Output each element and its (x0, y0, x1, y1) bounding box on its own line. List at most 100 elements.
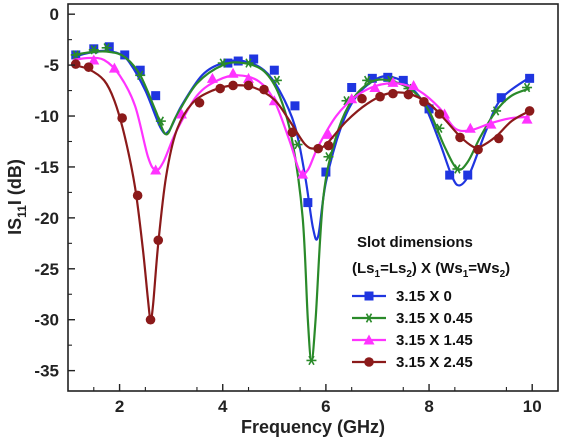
data-point (243, 58, 254, 68)
data-point (464, 122, 476, 133)
data-point (323, 140, 334, 151)
x-axis-label: Frequency (GHz) (241, 417, 385, 437)
data-point (259, 84, 269, 95)
data-point (292, 139, 303, 150)
legend-entry: 3.15 X 0 (352, 288, 452, 305)
data-point (346, 93, 358, 104)
data-point (228, 80, 238, 91)
x-tick-label: 6 (321, 397, 330, 416)
data-point (135, 70, 146, 81)
data-point (303, 198, 313, 208)
data-point (151, 91, 161, 101)
data-point (493, 133, 504, 144)
data-point (321, 167, 331, 177)
data-point (463, 170, 473, 180)
series-4 (70, 59, 535, 325)
data-point (434, 109, 445, 119)
legend-marker (364, 291, 374, 301)
data-point (227, 67, 239, 78)
data-point (153, 235, 164, 246)
data-point (491, 106, 502, 116)
x-tick-label: 10 (523, 397, 542, 416)
data-point (524, 106, 535, 116)
data-point (522, 82, 533, 93)
y-tick-label: 0 (50, 5, 59, 24)
y-tick-label: -20 (34, 209, 59, 228)
data-point (155, 116, 166, 126)
data-point (452, 164, 463, 174)
data-point (290, 101, 300, 111)
data-point (419, 96, 429, 107)
data-point (306, 355, 317, 366)
x-tick-label: 4 (218, 397, 228, 416)
data-point (269, 65, 279, 75)
legend-subtitle: (Ls1=Ls2) X (Ws1=Ws2) (352, 260, 510, 280)
data-point (70, 59, 81, 69)
data-point (135, 65, 145, 75)
data-point (403, 89, 414, 100)
data-point (132, 190, 143, 201)
legend-marker (364, 357, 374, 367)
data-point (369, 82, 381, 93)
data-point (367, 73, 377, 83)
data-point (88, 54, 100, 65)
data-point (271, 75, 282, 86)
data-point (243, 80, 254, 91)
legend-label: 3.15 X 2.45 (396, 354, 473, 371)
legend-entries: 3.15 X 0 3.15 X 0.45 3.15 X 1.45 3.15 X 2.4… (352, 288, 473, 371)
data-point (473, 144, 483, 155)
data-point (434, 123, 445, 133)
data-point (521, 113, 533, 124)
data-point (323, 152, 334, 162)
data-point (243, 72, 255, 83)
legend-entry: 3.15 X 0.45 (352, 310, 473, 327)
data-point (83, 62, 94, 72)
series-2 (70, 43, 533, 366)
data-point (215, 83, 225, 94)
data-point (206, 72, 218, 83)
data-point (104, 42, 114, 52)
y-tick-label: -5 (44, 56, 59, 75)
legend-marker (363, 334, 375, 345)
data-point (525, 73, 535, 83)
data-point (88, 45, 99, 55)
data-point (249, 54, 259, 64)
data-point (70, 50, 81, 60)
legend-entry: 3.15 X 2.45 (352, 354, 473, 371)
data-point (375, 91, 385, 102)
data-point (117, 113, 127, 123)
series-layer (70, 42, 535, 366)
data-point (233, 56, 243, 66)
data-point (313, 143, 323, 154)
legend-title: Slot dimensions (357, 234, 473, 251)
data-point (387, 76, 399, 87)
data-point (322, 128, 334, 139)
data-point (445, 170, 455, 180)
data-point (398, 75, 408, 85)
legend-label: 3.15 X 1.45 (396, 332, 473, 349)
data-point (108, 62, 120, 73)
ticks-layer: 2 4 6 8 10 0 -5 -10 -15 -20 -25 -30 -35 (34, 5, 541, 416)
data-point (496, 93, 506, 103)
y-tick-label: -10 (34, 107, 59, 126)
data-point (194, 97, 205, 108)
y-tick-label: -15 (34, 158, 59, 177)
legend: Slot dimensions (Ls1=Ls2) X (Ws1=Ws2) 3.… (352, 234, 510, 371)
data-point (217, 58, 228, 68)
data-point (150, 164, 162, 175)
data-point (120, 50, 130, 60)
data-point (357, 93, 367, 104)
data-point (362, 75, 373, 86)
legend-label: 3.15 X 0.45 (396, 310, 473, 327)
y-tick-label: -35 (34, 362, 59, 381)
legend-label: 3.15 X 0 (396, 288, 452, 305)
x-tick-label: 8 (424, 397, 433, 416)
data-point (485, 118, 497, 129)
data-point (347, 83, 357, 93)
y-tick-label: -30 (34, 311, 59, 330)
data-point (297, 168, 309, 179)
data-point (455, 132, 465, 143)
data-point (145, 314, 156, 325)
